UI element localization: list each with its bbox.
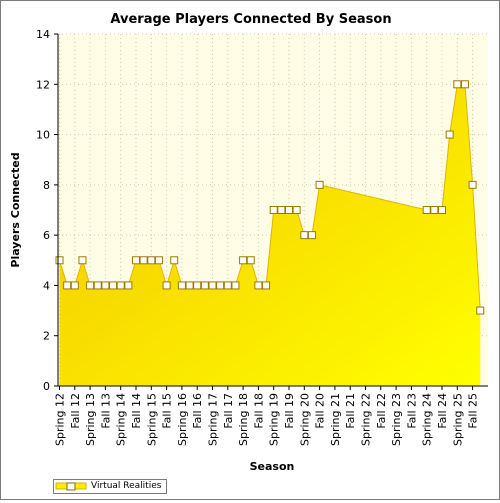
data-point [231, 281, 240, 290]
x-tick-label: Spring 19 [268, 393, 281, 446]
legend: Virtual Realities [53, 479, 167, 494]
x-tick-label: Spring 22 [360, 393, 373, 446]
data-point [193, 281, 202, 290]
data-point [438, 206, 446, 214]
data-point [147, 256, 156, 265]
data-point [86, 281, 95, 290]
y-tick-label: 12 [36, 78, 50, 91]
data-point [468, 180, 477, 189]
x-tick-label: Spring 14 [115, 393, 128, 446]
x-tick-label: Spring 17 [207, 393, 220, 446]
data-point [154, 256, 163, 265]
x-tick-label: Spring 25 [451, 393, 464, 446]
data-point [101, 281, 110, 290]
data-point [239, 256, 248, 265]
x-tick-label: Fall 13 [99, 393, 112, 429]
data-point [208, 281, 217, 290]
marker-layer [55, 80, 485, 315]
x-tick-label: Spring 18 [237, 393, 250, 446]
data-point [216, 281, 225, 290]
x-tick-label: Spring 15 [145, 393, 158, 446]
x-tick-label: Fall 14 [130, 393, 143, 429]
data-point [277, 206, 286, 214]
data-point [124, 281, 133, 290]
x-tick-label: Fall 12 [69, 393, 82, 429]
data-point [93, 281, 102, 290]
data-point [139, 256, 148, 265]
data-point [300, 231, 309, 240]
data-point [63, 281, 72, 290]
x-tick-label: Fall 20 [314, 393, 327, 429]
x-tick-label: Fall 21 [344, 393, 357, 429]
x-tick-label: Spring 12 [54, 393, 67, 446]
x-tick-label: Fall 24 [436, 393, 449, 429]
data-point [307, 231, 316, 240]
data-point [78, 256, 87, 265]
x-tick-label: Spring 23 [390, 393, 403, 446]
x-tick-label: Spring 16 [176, 393, 189, 446]
y-axis-label: Players Connected [9, 152, 22, 267]
data-point [185, 281, 194, 290]
data-point [170, 256, 179, 265]
data-point [246, 256, 255, 265]
legend-swatch [55, 482, 87, 491]
data-point [55, 256, 64, 265]
data-point [109, 281, 118, 290]
x-tick-label: Fall 15 [161, 393, 174, 429]
x-tick-label: Fall 19 [283, 393, 296, 429]
data-point [70, 281, 79, 290]
data-point [430, 206, 439, 214]
x-tick-label: Fall 23 [405, 393, 418, 429]
y-tick-label: 2 [43, 330, 50, 343]
data-point [262, 281, 271, 290]
data-point [445, 130, 454, 139]
data-point [269, 206, 278, 214]
series-area [59, 84, 481, 387]
x-tick-label: Fall 17 [222, 393, 235, 429]
data-point [476, 306, 485, 315]
data-point [132, 256, 140, 265]
y-tick-label: 10 [36, 129, 50, 142]
data-point [223, 281, 232, 290]
data-point [315, 180, 324, 189]
y-tick-label: 0 [43, 380, 50, 393]
x-tick-label: Spring 20 [298, 393, 311, 446]
x-tick-label: Fall 22 [375, 393, 388, 429]
data-point [453, 80, 462, 89]
chart-title: Average Players Connected By Season [110, 12, 391, 27]
x-tick-label: Fall 16 [191, 393, 204, 429]
data-point [422, 206, 431, 214]
data-point [200, 281, 209, 290]
y-tick-label: 14 [36, 28, 50, 41]
data-point [285, 206, 293, 214]
data-point [116, 281, 125, 290]
x-ticks: Spring 12 Fall 12 Spring 13 Fall 13 Spring 1… [54, 386, 480, 446]
y-tick-label: 8 [43, 179, 50, 192]
x-tick-label: Fall 18 [252, 393, 265, 429]
y-tick-label: 6 [43, 229, 50, 242]
legend-label: Virtual Realities [91, 481, 162, 491]
data-point [292, 206, 301, 214]
y-tick-label: 4 [43, 279, 50, 292]
data-point [162, 281, 171, 290]
x-tick-label: Spring 13 [84, 393, 97, 446]
data-point [177, 281, 186, 290]
data-point [254, 281, 263, 290]
x-tick-label: Spring 24 [421, 393, 434, 446]
y-ticks: 0 2 4 6 8 10 12 14 [36, 28, 58, 393]
x-tick-label: Spring 21 [329, 393, 342, 446]
x-axis-label: Season [250, 460, 295, 473]
x-tick-label: Fall 25 [467, 393, 480, 429]
data-point [460, 80, 469, 89]
